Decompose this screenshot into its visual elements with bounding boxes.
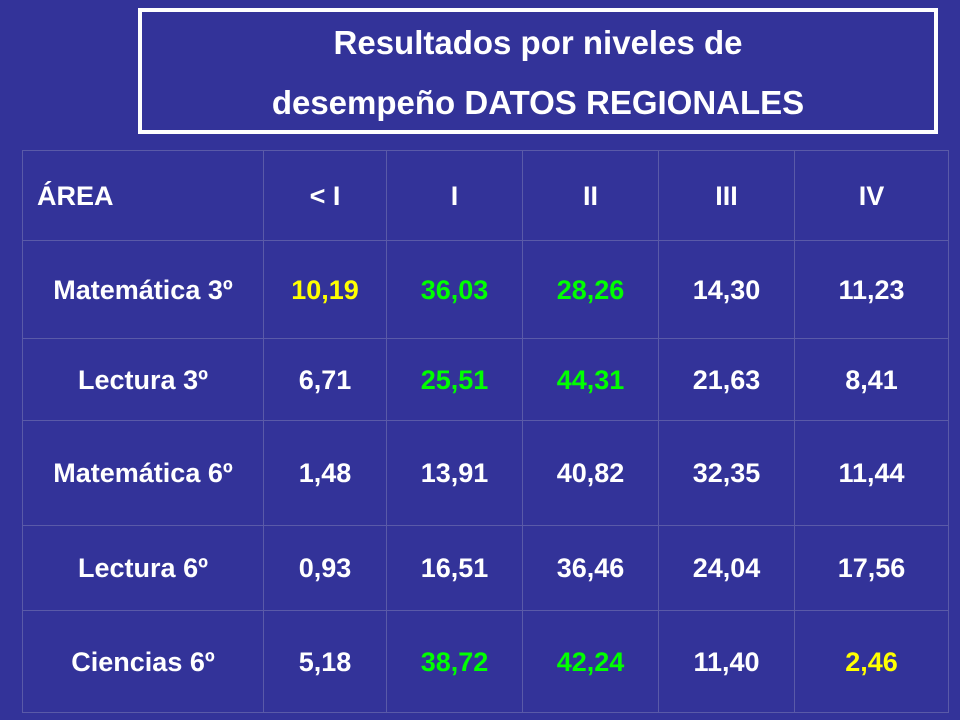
table-row: Matemática 3º 10,19 36,03 28,26 14,30 11,23 (22, 240, 949, 339)
value-cell: 32,35 (658, 420, 795, 526)
value-cell: 21,63 (658, 338, 795, 421)
value-cell: 40,82 (522, 420, 659, 526)
header-row: ÁREA < I I II III IV (22, 150, 949, 241)
title-box: Resultados por niveles de desempeño DATO… (138, 8, 938, 134)
area-cell: Matemática 6º (22, 420, 264, 526)
table-row: Lectura 3º 6,71 25,51 44,31 21,63 8,41 (22, 338, 949, 421)
value-cell: 8,41 (794, 338, 949, 421)
header-cell: II (522, 150, 659, 241)
value-cell: 24,04 (658, 525, 795, 611)
value-cell: 36,03 (386, 240, 523, 339)
header-cell: I (386, 150, 523, 241)
value-cell: 2,46 (794, 610, 949, 713)
value-cell: 10,19 (263, 240, 387, 339)
value-cell: 42,24 (522, 610, 659, 713)
value-cell: 28,26 (522, 240, 659, 339)
title-line: Resultados por niveles de (333, 24, 743, 61)
value-cell: 13,91 (386, 420, 523, 526)
value-cell: 14,30 (658, 240, 795, 339)
value-cell: 11,23 (794, 240, 949, 339)
value-cell: 25,51 (386, 338, 523, 421)
header-cell: ÁREA (22, 150, 264, 241)
header-cell: < I (263, 150, 387, 241)
value-cell: 11,40 (658, 610, 795, 713)
area-cell: Lectura 3º (22, 338, 264, 421)
value-cell: 17,56 (794, 525, 949, 611)
header-cell: IV (794, 150, 949, 241)
value-cell: 6,71 (263, 338, 387, 421)
value-cell: 38,72 (386, 610, 523, 713)
area-cell: Ciencias 6º (22, 610, 264, 713)
value-cell: 11,44 (794, 420, 949, 526)
title-line: desempeño DATOS REGIONALES (271, 84, 805, 121)
results-table: ÁREA < I I II III IV Matemática 3º 10,19 36,03 28… (22, 150, 949, 713)
value-cell: 1,48 (263, 420, 387, 526)
table-row: Matemática 6º 1,48 13,91 40,82 32,35 11,44 (22, 420, 949, 526)
area-cell: Matemática 3º (22, 240, 264, 339)
area-cell: Lectura 6º (22, 525, 264, 611)
table-row: Lectura 6º 0,93 16,51 36,46 24,04 17,56 (22, 525, 949, 611)
table-row: Ciencias 6º 5,18 38,72 42,24 11,40 2,46 (22, 610, 949, 713)
value-cell: 16,51 (386, 525, 523, 611)
value-cell: 44,31 (522, 338, 659, 421)
header-cell: III (658, 150, 795, 241)
value-cell: 0,93 (263, 525, 387, 611)
value-cell: 36,46 (522, 525, 659, 611)
value-cell: 5,18 (263, 610, 387, 713)
